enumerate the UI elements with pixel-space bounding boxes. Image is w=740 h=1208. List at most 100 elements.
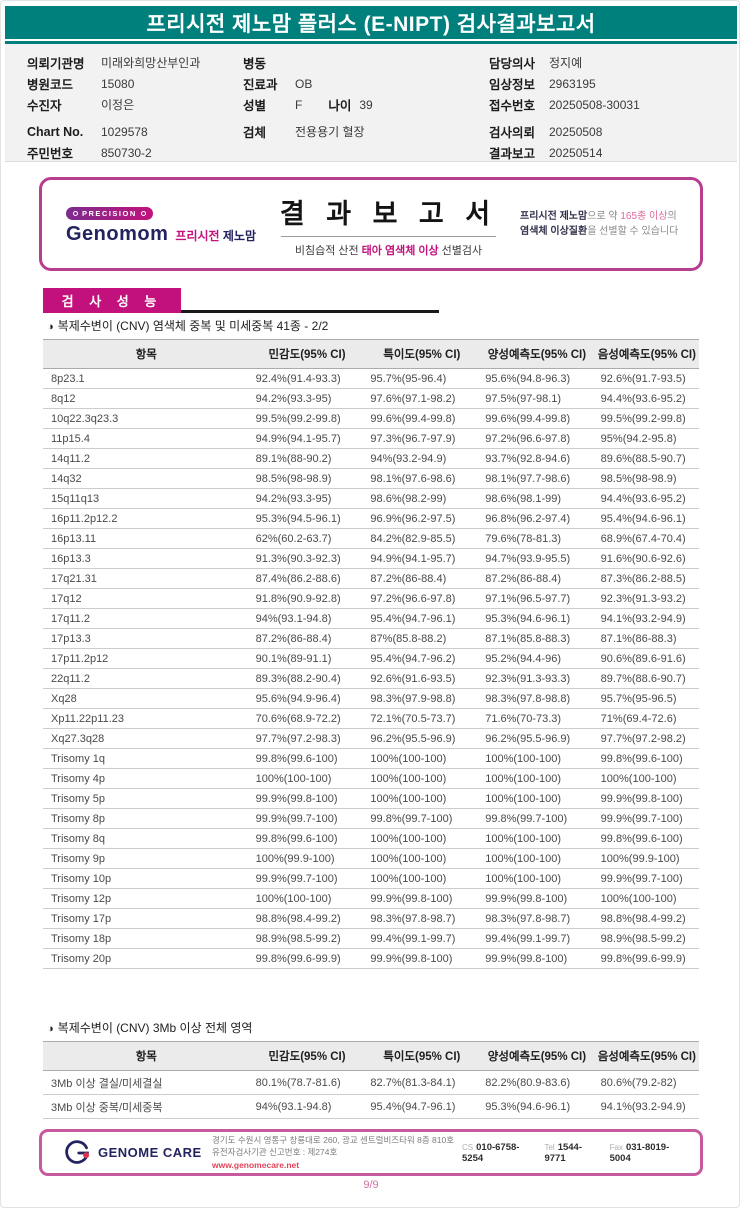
table-cell: 95.4%(94.7-96.1): [364, 608, 480, 629]
table-row: Trisomy 5p 99.9%(99.8-100) 100%(100-100) 10…: [43, 788, 699, 809]
table-cell: 98.3%(97.8-98.7): [479, 908, 595, 929]
table-cell: 99.6%(99.4-99.8): [479, 408, 595, 429]
report-header-bar: 프리시전 제노맘 플러스 (E-NIPT) 검사결과보고서: [5, 6, 737, 39]
info-value: 20250508-30031: [549, 97, 640, 112]
contact-label: Fax: [609, 1142, 623, 1152]
table-cell: 91.6%(90.6-92.6): [594, 548, 699, 569]
table-cell: 10q22.3q23.3: [43, 408, 250, 429]
table-cell: 100%(100-100): [249, 888, 365, 909]
table-cell: 98.3%(97.9-98.8): [364, 688, 480, 709]
info-row: 임상정보 2963195: [489, 73, 729, 94]
table-cell: 95.4%(94.7-96.1): [364, 1094, 480, 1119]
info-value: OB: [295, 76, 313, 91]
table-cell: 98.5%(98-98.9): [594, 468, 699, 489]
table-cell: 89.7%(88.6-90.7): [594, 668, 699, 689]
table-cell: 100%(100-100): [479, 848, 595, 869]
table-cell: 97.1%(96.5-97.7): [479, 588, 595, 609]
table-cell: 80.1%(78.7-81.6): [249, 1070, 365, 1095]
table-cell: Xp11.22p11.23: [43, 708, 250, 729]
info-value: 2963195: [549, 76, 596, 91]
table-row: 14q32 98.5%(98-98.9) 98.1%(97.6-98.6) 98.1%…: [43, 468, 699, 489]
column-header: 음성예측도(95% CI): [594, 339, 699, 369]
table-cell: 94.2%(93.3-95): [249, 488, 365, 509]
result-report-banner: PRECISION Genomom 프리시전 제노맘 결 과 보 고 서 비침습…: [39, 177, 703, 271]
column-header: 양성예측도(95% CI): [479, 339, 595, 369]
table-cell: 98.9%(98.5-99.2): [249, 928, 365, 949]
table-cell: 100%(100-100): [364, 768, 480, 789]
table-cell: 68.9%(67.4-70.4): [594, 528, 699, 549]
table-cell: 8p23.1: [43, 368, 250, 389]
table-cell: 94.4%(93.6-95.2): [594, 488, 699, 509]
table-cell: 98.8%(98.4-99.2): [594, 908, 699, 929]
table-cell: 17q11.2: [43, 608, 250, 629]
info-value: 1029578: [101, 124, 148, 139]
table-cell: 11p15.4: [43, 428, 250, 449]
table-cell: 96.2%(95.5-96.9): [364, 728, 480, 749]
table-cell: 95.4%(94.6-96.1): [594, 508, 699, 529]
table-cell: 95%(94.2-95.8): [594, 428, 699, 449]
badge-dot-right-icon: [140, 210, 146, 216]
table-cell: 70.6%(68.9-72.2): [249, 708, 365, 729]
table-cell: 16p13.11: [43, 528, 250, 549]
precision-badge: PRECISION: [66, 206, 153, 220]
column-header: 양성예측도(95% CI): [479, 1041, 595, 1071]
badge-dot-left-icon: [73, 210, 78, 216]
table-cell: 90.6%(89.6-91.6): [594, 648, 699, 669]
table-cell: 95.2%(94.4-96): [479, 648, 595, 669]
info-value: 전용용기 혈장: [295, 125, 365, 139]
info-row: 수진자 이정은: [27, 94, 242, 115]
table-cell: 96.2%(95.5-96.9): [479, 728, 595, 749]
info-label: Chart No.: [27, 124, 84, 139]
column-header: 항목: [43, 1041, 250, 1071]
table-cell: Trisomy 17p: [43, 908, 250, 929]
table-cell: 87.1%(86-88.3): [594, 628, 699, 649]
banner-note: 프리시전 제노맘으로 약 165종 이상의 염색체 이상질환을 선별할 수 있습…: [520, 210, 679, 238]
table-row: 16p13.3 91.3%(90.3-92.3) 94.9%(94.1-95.7) 9…: [43, 548, 699, 569]
table-row: 15q11q13 94.2%(93.3-95) 98.6%(98.2-99) 98.6…: [43, 488, 699, 509]
website-link[interactable]: www.genomecare.net: [212, 1159, 300, 1170]
table-cell: 92.3%(91.3-93.3): [479, 668, 595, 689]
table-cell: 98.1%(97.7-98.6): [479, 468, 595, 489]
table-cell: 96.8%(96.2-97.4): [479, 508, 595, 529]
table-cell: 62%(60.2-63.7): [249, 528, 365, 549]
table-cell: 96.9%(96.2-97.5): [364, 508, 480, 529]
table-cell: 95.3%(94.6-96.1): [479, 1094, 595, 1119]
table-row: Trisomy 8p 99.9%(99.7-100) 99.8%(99.7-100)…: [43, 808, 699, 829]
table-cell: 99.8%(99.6-100): [249, 748, 365, 769]
info-value: F: [295, 97, 303, 112]
table-cell: 94%(93.1-94.8): [249, 1094, 365, 1119]
page-number: 9/9: [363, 1179, 379, 1191]
table-cell: 95.6%(94.9-96.4): [249, 688, 365, 709]
table-cell: 71%(69.4-72.6): [594, 708, 699, 729]
table-cell: 100%(100-100): [479, 828, 595, 849]
column-header: 음성예측도(95% CI): [594, 1041, 699, 1071]
table-cell: 94%(93.2-94.9): [364, 448, 480, 469]
table-cell: Trisomy 8q: [43, 828, 250, 849]
table-row: Trisomy 17p 98.8%(98.4-99.2) 98.3%(97.8-98…: [43, 908, 699, 929]
table-cell: 99.4%(99.1-99.7): [364, 928, 480, 949]
table-cell: 17p13.3: [43, 628, 250, 649]
table-cell: 91.8%(90.9-92.8): [249, 588, 365, 609]
info-label: 성별: [243, 99, 267, 113]
table-cell: 92.4%(91.4-93.3): [249, 368, 365, 389]
info-row: 결과보고 20250514: [489, 142, 729, 163]
column-header: 민감도(95% CI): [249, 339, 365, 369]
section-underline: [43, 310, 439, 313]
cnv-performance-table: 항목 민감도(95% CI) 특이도(95% CI) 양성예측도(95% CI) 음성예…: [43, 339, 699, 969]
table-cell: 98.8%(98.4-99.2): [249, 908, 365, 929]
table-cell: 99.4%(99.1-99.7): [479, 928, 595, 949]
table-row: 8q12 94.2%(93.3-95) 97.6%(97.1-98.2) 97.5%(…: [43, 388, 699, 409]
table-cell: 94%(93.1-94.8): [249, 608, 365, 629]
table-cell: Trisomy 8p: [43, 808, 250, 829]
table-header-row: 항목 민감도(95% CI) 특이도(95% CI) 양성예측도(95% CI) 음성예…: [43, 339, 699, 369]
table-cell: 17q21.31: [43, 568, 250, 589]
table-cell: 100%(100-100): [594, 768, 699, 789]
table-cell: 71.6%(70-73.3): [479, 708, 595, 729]
table-cell: Trisomy 1q: [43, 748, 250, 769]
info-value: 20250508: [549, 124, 603, 139]
info-row: 병동: [243, 52, 478, 73]
table-row: 10q22.3q23.3 99.5%(99.2-99.8) 99.6%(99.4-9…: [43, 408, 699, 429]
address-line-1: 경기도 수원시 영통구 창룡대로 260, 광교 센트럴비즈타워 8층 810호: [212, 1135, 455, 1146]
table-cell: 80.6%(79.2-82): [594, 1070, 699, 1095]
